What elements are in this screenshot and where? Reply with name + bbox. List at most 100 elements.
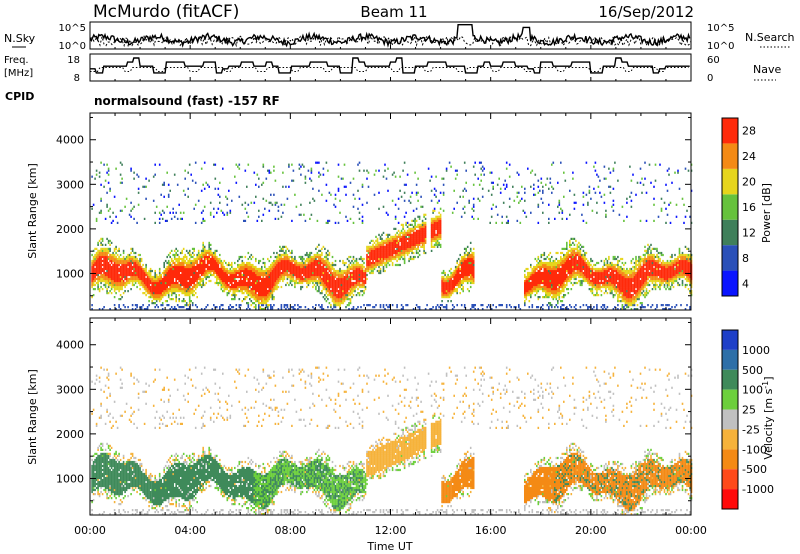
power-cell [352, 261, 355, 265]
power-cell [441, 292, 443, 295]
power-cell [253, 269, 256, 273]
power-cell [339, 279, 341, 283]
power-cell [415, 243, 418, 246]
power-cell [387, 233, 389, 236]
power-cell [255, 267, 257, 271]
power-cell [542, 273, 544, 277]
power-cell [228, 285, 230, 289]
power-cell [505, 304, 508, 307]
power-cell [303, 277, 305, 281]
power-cell [285, 255, 287, 259]
power-cell [255, 273, 257, 277]
power-cell [243, 288, 245, 291]
power-cell [363, 279, 365, 283]
power-cell [337, 275, 340, 279]
power-cell [463, 211, 466, 214]
power-cell [343, 288, 346, 291]
power-cell [349, 285, 352, 289]
power-cell [149, 271, 152, 275]
power-cell [265, 304, 268, 307]
power-cell [170, 298, 173, 301]
power-cell [312, 275, 314, 279]
power-cell [185, 255, 188, 259]
power-cell [109, 277, 111, 281]
power-cell [345, 279, 347, 283]
power-cell [157, 298, 159, 301]
power-cell [414, 235, 416, 238]
power-cell [95, 257, 98, 261]
power-cell [213, 207, 215, 210]
power-cell [364, 285, 367, 289]
power-cell [178, 294, 180, 297]
power-cell [277, 253, 280, 257]
power-cell [406, 229, 409, 232]
power-cell [274, 288, 277, 291]
power-cell [175, 251, 177, 255]
power-cell [363, 285, 365, 289]
power-cell [115, 167, 117, 170]
power-cell [219, 259, 221, 263]
power-cell [444, 306, 446, 309]
power-cell [358, 211, 361, 214]
power-cell [173, 261, 176, 265]
power-cell [430, 243, 433, 246]
power-cell [202, 283, 204, 287]
power-cell [436, 243, 439, 246]
power-cell [477, 308, 479, 311]
power-cell [169, 265, 171, 269]
power-cell [170, 283, 173, 287]
power-cell [352, 283, 355, 287]
power-cell [121, 283, 123, 287]
power-cell [375, 255, 377, 259]
power-cell [472, 277, 475, 281]
power-cell [435, 235, 437, 238]
power-cell [256, 273, 259, 277]
power-cell [100, 281, 102, 285]
power-cell [480, 304, 482, 307]
power-cell [472, 203, 475, 206]
power-cell [160, 290, 162, 293]
power-cell [268, 259, 271, 263]
power-cell [286, 281, 289, 285]
power-cell [537, 203, 540, 206]
power-cell [237, 275, 239, 279]
power-cell [465, 265, 467, 269]
power-cell [167, 304, 170, 307]
power-cell [175, 285, 177, 289]
power-cell [445, 288, 448, 291]
power-cell [259, 259, 262, 263]
power-cell [348, 277, 350, 281]
power-cell [259, 281, 262, 285]
power-cell [101, 243, 104, 246]
power-cell [536, 281, 538, 285]
power-cell [130, 269, 132, 273]
power-cell [307, 257, 310, 261]
power-cell [430, 189, 433, 192]
power-cell [405, 239, 407, 242]
power-cell [421, 235, 424, 238]
power-cell [116, 253, 119, 257]
power-cell [360, 255, 362, 259]
power-cell [439, 191, 442, 194]
power-cell [457, 257, 460, 261]
power-cell [206, 273, 209, 277]
power-cell [110, 267, 113, 271]
power-cell [172, 298, 174, 301]
power-cell [288, 165, 290, 168]
power-cell [342, 277, 344, 281]
power-cell [246, 288, 248, 291]
power-cell [343, 277, 346, 281]
power-cell [231, 283, 233, 287]
power-cell [285, 261, 287, 265]
power-cell [343, 292, 346, 295]
power-cell [106, 267, 108, 271]
power-cell [370, 267, 373, 271]
power-cell [288, 275, 290, 279]
power-cell [115, 263, 117, 267]
power-cell [145, 277, 147, 281]
power-cell [409, 249, 412, 252]
power-cell [243, 269, 245, 273]
power-cell [291, 163, 293, 166]
power-cell [271, 306, 274, 309]
power-cell [405, 245, 407, 248]
